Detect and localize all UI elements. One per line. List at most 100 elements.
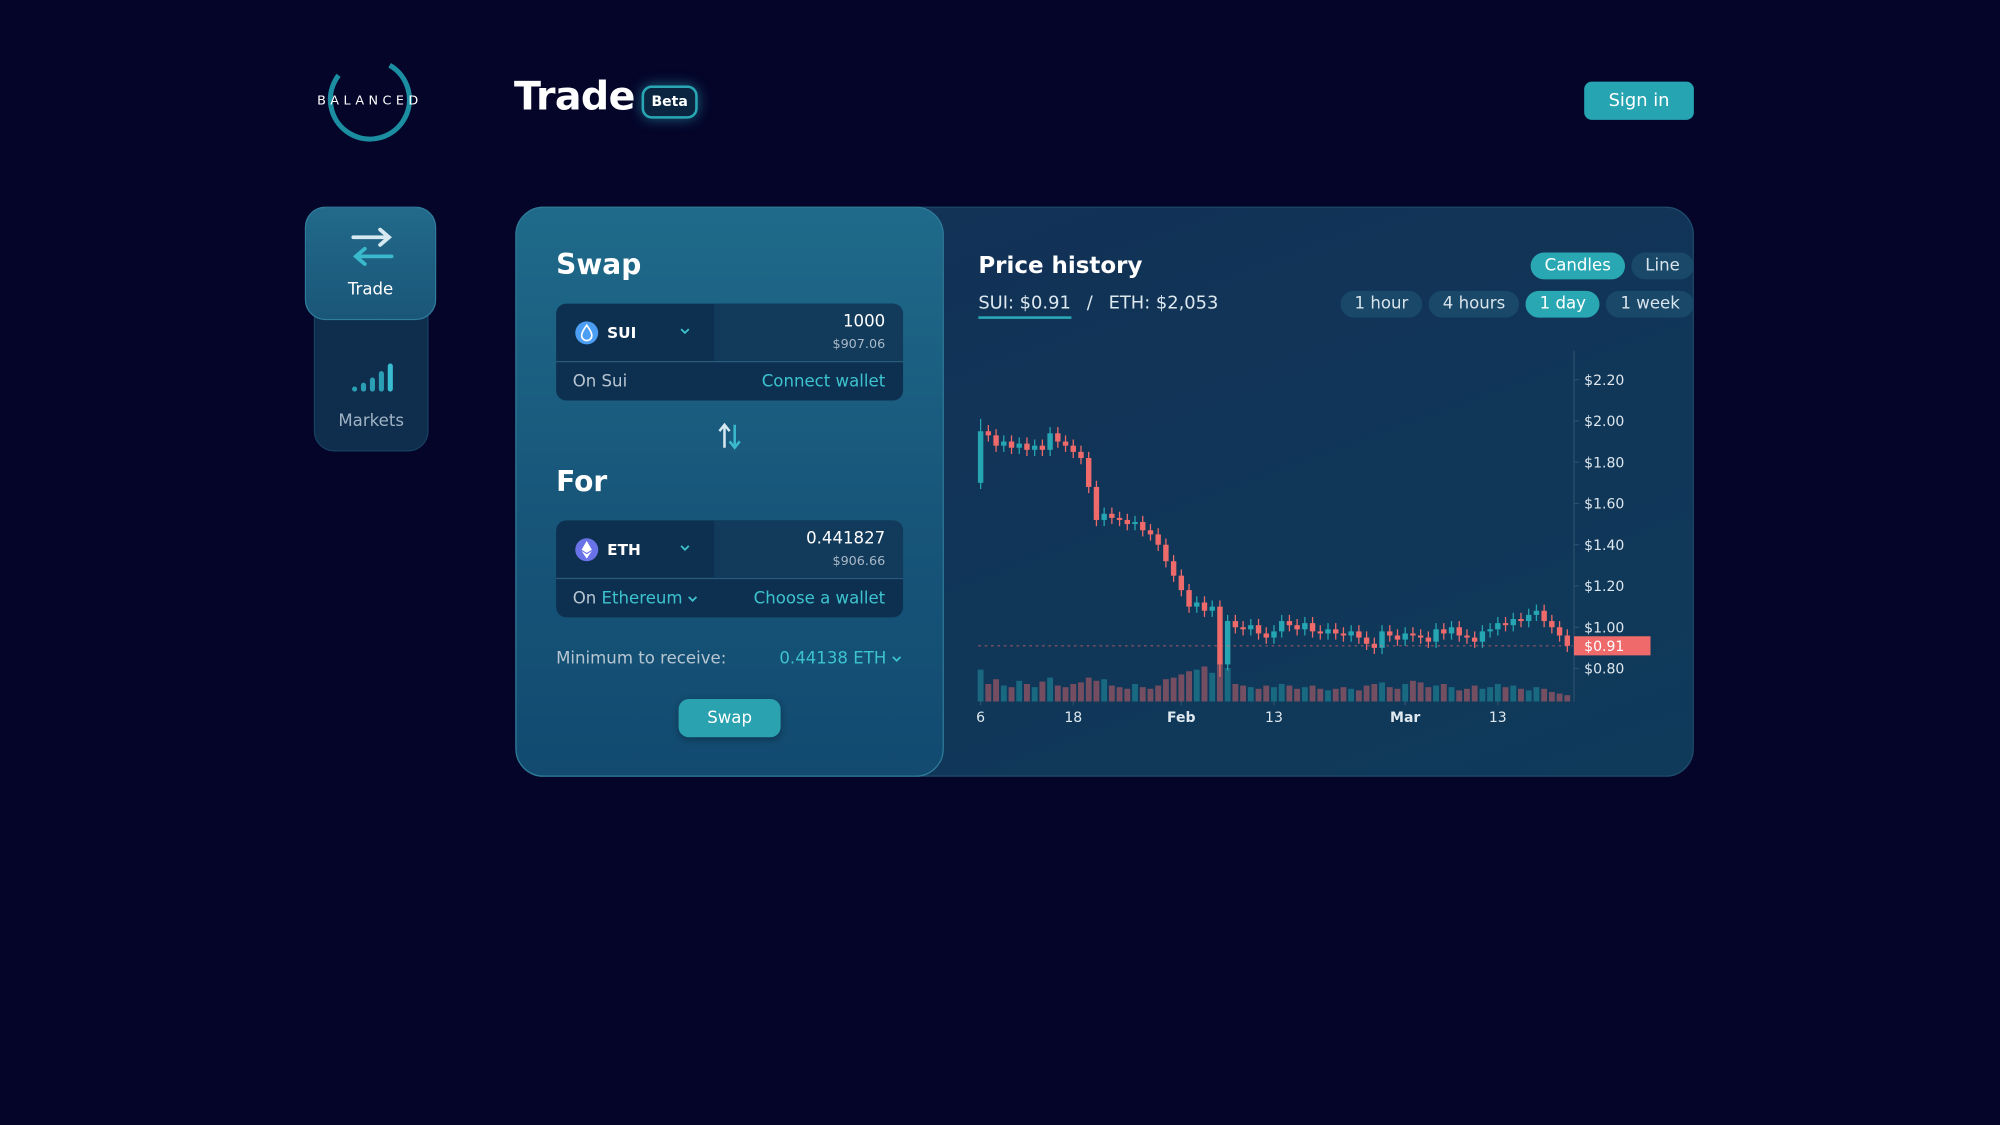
beta-badge: Beta bbox=[641, 85, 698, 119]
usd-value: $907.06 bbox=[832, 338, 886, 353]
candle-body bbox=[1039, 445, 1046, 450]
candle-body bbox=[1402, 633, 1408, 640]
candle-body bbox=[1471, 637, 1478, 642]
volume-bar bbox=[1564, 695, 1571, 702]
volume-bar bbox=[1062, 687, 1069, 702]
chart-type[interactable]: Candles bbox=[1530, 252, 1625, 280]
candle-body bbox=[1194, 602, 1200, 607]
candle-body bbox=[1433, 629, 1439, 642]
volume-bar bbox=[1054, 685, 1061, 702]
minimum-amount: 0.44138 ETH bbox=[779, 649, 887, 669]
swap-button[interactable]: Swap bbox=[678, 698, 781, 738]
token[interactable]: ETH bbox=[607, 540, 641, 559]
volume-bar bbox=[1255, 688, 1262, 702]
last-price-box bbox=[1573, 636, 1651, 656]
volume-bar bbox=[1108, 685, 1115, 702]
volume-bar bbox=[1209, 672, 1216, 702]
volume-bar bbox=[1417, 682, 1424, 702]
candle-body bbox=[1132, 522, 1138, 525]
candle-body bbox=[1363, 637, 1370, 644]
candle-body bbox=[1309, 623, 1316, 632]
candle-body bbox=[1441, 629, 1447, 634]
volume-bar bbox=[1409, 680, 1416, 702]
y-tick-label: $1.40 bbox=[1584, 538, 1624, 554]
volume-bar bbox=[1348, 688, 1355, 702]
sui-price[interactable]: SUI: $0.91 bbox=[978, 293, 1071, 319]
x-tick-label: 6 bbox=[976, 710, 985, 726]
x-tick-label: 13 bbox=[1489, 710, 1507, 726]
interval[interactable]: 1 day bbox=[1525, 290, 1601, 318]
y-tick-label: $1.60 bbox=[1584, 497, 1624, 513]
candle-body bbox=[1340, 633, 1347, 636]
candle-body bbox=[1217, 606, 1223, 665]
network-select[interactable]: Ethereum bbox=[601, 589, 683, 609]
interval[interactable]: 4 hours bbox=[1428, 290, 1520, 318]
token[interactable]: SUI bbox=[607, 323, 637, 342]
volume-bar bbox=[1000, 685, 1007, 702]
candle-body bbox=[1109, 513, 1115, 518]
candle-body bbox=[1526, 614, 1532, 622]
amount[interactable]: 1000 bbox=[842, 312, 886, 332]
volume-bar bbox=[1039, 681, 1046, 702]
swap-direction[interactable] bbox=[717, 422, 743, 450]
chart-type[interactable]: Line bbox=[1631, 252, 1694, 280]
volume-bar bbox=[1132, 683, 1138, 702]
chevron bbox=[680, 328, 690, 335]
wallet-action[interactable]: Choose a wallet bbox=[753, 589, 886, 609]
network: On Sui bbox=[572, 372, 628, 392]
eth-icon bbox=[575, 538, 599, 562]
eth-price[interactable]: ETH: $2,053 bbox=[1108, 293, 1219, 314]
volume-bar bbox=[1433, 685, 1440, 702]
volume-bar bbox=[1471, 685, 1478, 702]
volume-bar bbox=[1124, 688, 1131, 702]
volume-bar bbox=[1301, 687, 1308, 702]
y-tick-label: $1.80 bbox=[1584, 455, 1624, 471]
swap-card: Swap SUI 1000 $907.06 On Sui Connect wal… bbox=[515, 206, 944, 777]
candle-body bbox=[1556, 627, 1563, 636]
volume-bar bbox=[1263, 685, 1270, 702]
candle-body bbox=[1147, 530, 1154, 535]
from-box: SUI 1000 $907.06 On Sui Connect wallet bbox=[556, 303, 904, 401]
candle-body bbox=[1356, 631, 1362, 638]
volume-bar bbox=[1201, 666, 1208, 702]
candle-body bbox=[1163, 544, 1169, 562]
interval[interactable]: 1 week bbox=[1606, 290, 1694, 318]
candle-body bbox=[1016, 443, 1022, 448]
wallet-action[interactable]: Connect wallet bbox=[761, 372, 886, 392]
interval[interactable]: 1 hour bbox=[1340, 290, 1423, 318]
usd-value: $906.66 bbox=[832, 554, 886, 569]
candle-body bbox=[1263, 633, 1269, 638]
markets-icon bbox=[352, 363, 393, 392]
x-tick-label: 13 bbox=[1265, 710, 1283, 726]
volume-bar bbox=[1216, 663, 1223, 702]
candle-body bbox=[1055, 433, 1061, 442]
candle-body bbox=[1394, 635, 1401, 640]
candle-body bbox=[1170, 561, 1177, 576]
chevron bbox=[892, 656, 902, 662]
candle-body bbox=[1001, 441, 1007, 446]
volume-bar bbox=[977, 669, 984, 702]
volume-bar bbox=[1317, 688, 1324, 702]
candle-body bbox=[1201, 602, 1208, 611]
volume-bar bbox=[1502, 687, 1509, 702]
volume-bar bbox=[1533, 687, 1540, 702]
network-prefix: On bbox=[572, 589, 597, 609]
volume-bar bbox=[1363, 685, 1370, 702]
candle-body bbox=[1186, 590, 1192, 607]
trade-nav[interactable]: Trade bbox=[304, 206, 437, 321]
minimum-value[interactable]: 0.44138 ETH bbox=[779, 649, 902, 669]
volume-bar bbox=[1386, 687, 1393, 702]
volume-bar bbox=[1479, 688, 1486, 702]
candle-body bbox=[1101, 513, 1107, 520]
candle-body bbox=[1479, 631, 1486, 642]
volume-bar bbox=[1402, 683, 1409, 702]
amount[interactable]: 0.441827 bbox=[806, 529, 886, 549]
volume-bar bbox=[1379, 682, 1385, 702]
nav-label: Markets bbox=[338, 411, 404, 432]
candle-body bbox=[1425, 637, 1432, 642]
candle-body bbox=[1294, 625, 1300, 630]
volume-bar bbox=[1464, 688, 1470, 702]
volume-bar bbox=[1456, 690, 1463, 702]
sign-in-button[interactable]: Sign in bbox=[1584, 81, 1694, 120]
